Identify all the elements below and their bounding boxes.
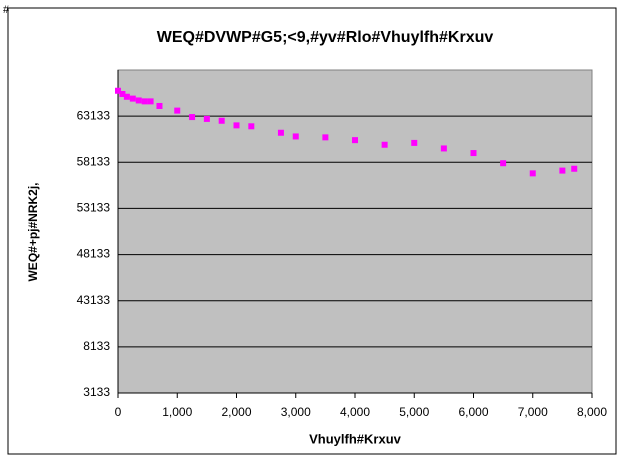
data-point (135, 97, 142, 104)
y-axis-label: WEQ#+pj#NRK2j, (26, 182, 40, 281)
data-point (571, 165, 578, 172)
x-tick-label: 5,000 (399, 405, 429, 419)
data-point (147, 98, 154, 105)
x-tick-label: 1,000 (162, 405, 192, 419)
chart-title: WEQ#DVWP#G5;<9,#yv#Rlo#Vhuylfh#Krxuv (157, 29, 494, 46)
x-axis-label: Vhuylfh#Krxuv (309, 431, 402, 446)
data-point (470, 150, 477, 157)
data-point (248, 123, 255, 130)
data-point (559, 167, 566, 174)
x-tick-label: 7,000 (518, 405, 548, 419)
y-tick-label: 63133 (77, 108, 111, 122)
y-tick-label: 8133 (83, 339, 110, 353)
data-point (218, 117, 225, 124)
data-point (500, 160, 507, 167)
y-tick-label: 43133 (77, 293, 111, 307)
data-point (129, 95, 136, 102)
corner-text: # (3, 4, 10, 16)
data-point (115, 87, 121, 94)
x-tick-label: 2,000 (221, 405, 251, 419)
data-point (233, 122, 240, 129)
data-point (529, 170, 536, 177)
data-point (119, 90, 126, 97)
data-point (352, 137, 358, 144)
y-tick-label: 48133 (77, 247, 111, 261)
data-point (277, 129, 284, 136)
data-point (292, 133, 299, 140)
data-point (203, 115, 210, 122)
x-tick-label: 3,000 (281, 405, 311, 419)
y-tick-label: 3133 (83, 385, 110, 399)
data-point (322, 134, 329, 141)
plot-area (117, 69, 593, 394)
data-point (381, 141, 388, 148)
y-tick-label: 53133 (77, 201, 111, 215)
data-point (141, 98, 148, 105)
data-point (440, 145, 447, 152)
x-tick-label: 4,000 (340, 405, 370, 419)
data-point (174, 107, 181, 114)
y-tick-label: 58133 (77, 154, 111, 168)
data-point (123, 93, 130, 100)
x-tick-label: 0 (115, 405, 122, 419)
x-tick-label: 6,000 (458, 405, 488, 419)
data-point (189, 114, 196, 121)
x-tick-label: 8,000 (577, 405, 607, 419)
data-point (156, 102, 163, 109)
data-point (411, 139, 418, 146)
